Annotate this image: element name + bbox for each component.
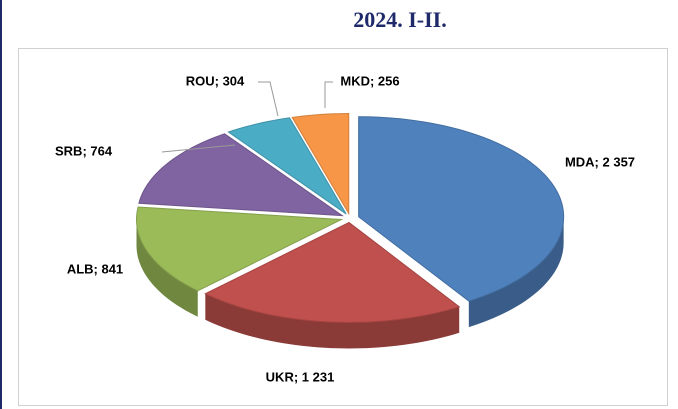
slice [204, 221, 461, 323]
leader-line [258, 81, 279, 117]
slice-side [205, 293, 460, 349]
slice [136, 206, 344, 292]
slice-side [136, 219, 198, 317]
chart-title: 2024. I-II. [353, 7, 447, 32]
slice-side [468, 216, 564, 328]
slice [358, 116, 565, 302]
left-rule [0, 0, 2, 409]
slice [138, 133, 345, 217]
data-label: ALB; 841 [67, 261, 123, 276]
slice [291, 113, 350, 216]
pie [136, 113, 565, 349]
data-label: MKD; 256 [340, 73, 399, 88]
data-label: MDA; 2 357 [565, 154, 635, 169]
data-label: SRB; 764 [55, 143, 113, 158]
slice [227, 117, 347, 215]
leader-line [324, 81, 333, 108]
data-label: ROU; 304 [186, 73, 245, 88]
data-label: UKR; 1 231 [266, 369, 335, 384]
leader-line [161, 144, 236, 153]
